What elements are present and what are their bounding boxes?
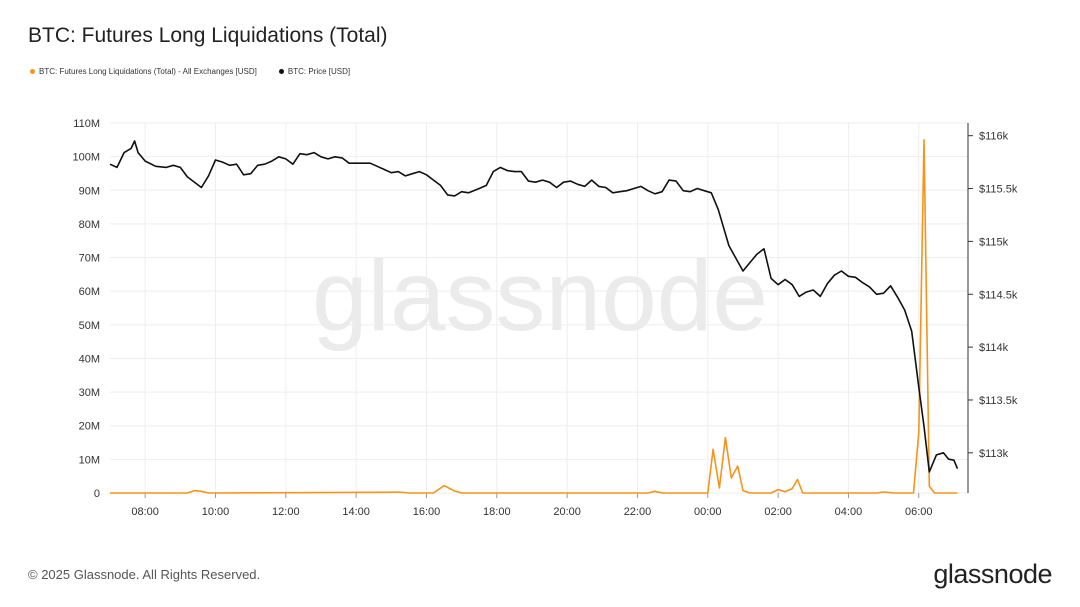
x-tick-label: 12:00 (272, 506, 300, 518)
y-left-tick-label: 40M (79, 353, 100, 365)
chart-title: BTC: Futures Long Liquidations (Total) (28, 24, 388, 47)
y-left-tick-label: 80M (79, 219, 100, 231)
legend-price-dot-icon (278, 69, 284, 74)
x-tick-label: 14:00 (342, 506, 370, 518)
x-tick-label: 02:00 (764, 506, 792, 518)
y-right-tick-label: $113k (979, 448, 1009, 460)
y-right-tick-label: $116k (979, 131, 1009, 143)
y-left-tick-label: 110M (73, 118, 100, 130)
y-left-tick-label: 20M (79, 421, 100, 433)
axes: 0 10M 20M 30M 40M 50M 60M 70M 80M 90M 100M 110M 08:0… (72, 118, 1017, 518)
legend-liquidations-label: BTC: Futures Long Liquidations (Total) -… (39, 67, 257, 76)
series-lines (109, 139, 959, 494)
x-tick-label: 18:00 (483, 506, 511, 518)
y-left-tick-label: 100M (72, 152, 100, 164)
y-right-tick-label: $115k (979, 236, 1009, 248)
glassnode-logo[interactable]: glassnode (933, 559, 1052, 589)
y-right-tick-label: $113.5k (979, 395, 1018, 407)
legend: BTC: Futures Long Liquidations (Total) -… (30, 67, 350, 76)
x-tick-label: 20:00 (553, 506, 581, 518)
y-left-tick-label: 60M (79, 286, 100, 298)
y-left-tick-label: 10M (79, 454, 100, 466)
y-left-tick-label: 90M (79, 185, 100, 197)
y-left-tick-label: 50M (79, 320, 100, 332)
x-tick-label: 06:00 (905, 506, 933, 518)
y-right-tick-label: $114k (979, 342, 1009, 354)
y-left-tick-label: 70M (79, 253, 100, 265)
x-tick-label: 08:00 (131, 506, 159, 518)
legend-liquidations-dot-icon (30, 69, 35, 74)
x-tick-label: 16:00 (413, 506, 441, 518)
y-left-tick-label: 0 (94, 488, 100, 500)
grid-lines (110, 122, 968, 494)
y-left-tick-label: 30M (79, 387, 100, 399)
x-tick-label: 10:00 (202, 506, 230, 518)
x-tick-label: 22:00 (624, 506, 652, 518)
legend-price-label: BTC: Price [USD] (287, 67, 351, 76)
copyright-footer: © 2025 Glassnode. All Rights Reserved. (28, 567, 261, 582)
x-tick-label: 00:00 (694, 506, 722, 518)
y-right-tick-label: $115.5k (979, 184, 1018, 196)
legend-item-price[interactable]: BTC: Price [USD] (278, 67, 351, 76)
series-line-price[interactable] (109, 140, 959, 473)
legend-item-liquidations[interactable]: BTC: Futures Long Liquidations (Total) -… (30, 67, 257, 76)
y-right-tick-label: $114.5k (979, 289, 1018, 301)
series-line-liquidations[interactable] (110, 139, 958, 494)
x-tick-label: 04:00 (835, 506, 863, 518)
watermark: glassnode (312, 240, 768, 352)
